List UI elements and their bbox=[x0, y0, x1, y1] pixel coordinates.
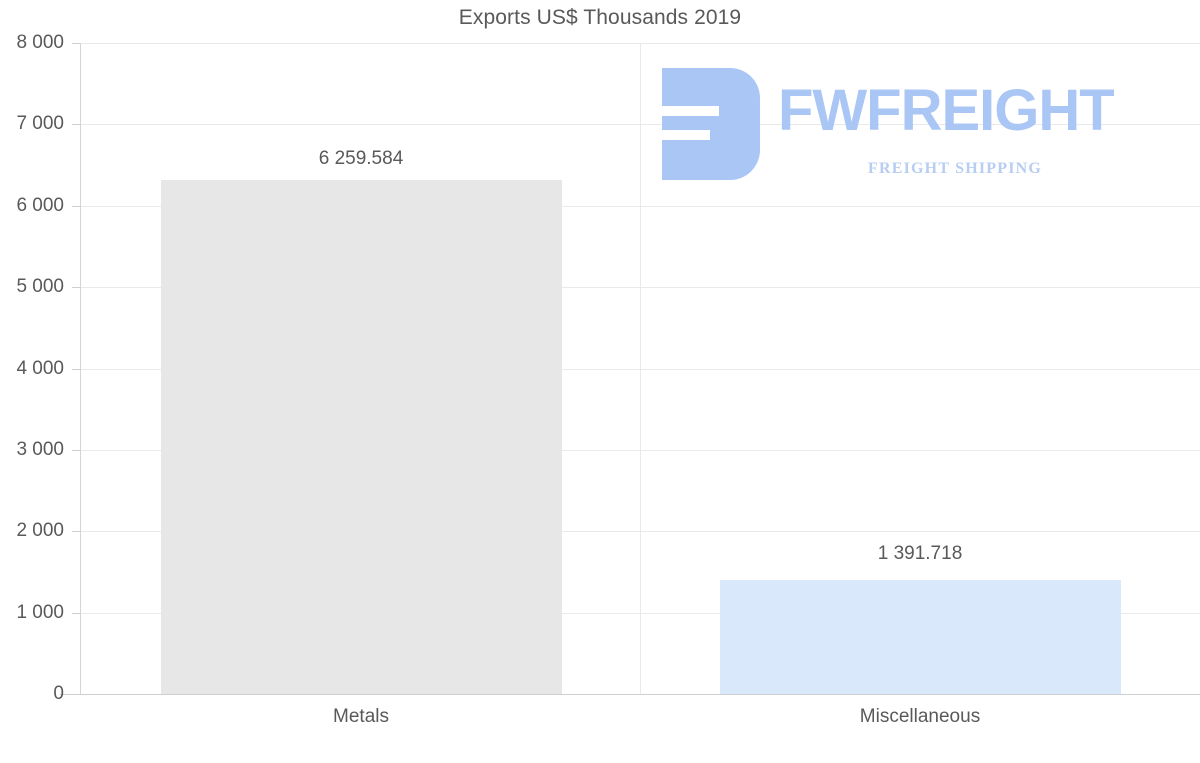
y-tick-label-5000: 5 000 bbox=[16, 276, 64, 297]
x-tick-label-metals: Metals bbox=[333, 706, 389, 727]
y-tick-mark-6000 bbox=[72, 206, 80, 207]
y-tick-label-8000: 8 000 bbox=[16, 32, 64, 53]
plot-area bbox=[80, 43, 1200, 694]
x-tick-label-miscellaneous: Miscellaneous bbox=[859, 706, 981, 727]
bar-value-label-metals: 6 259.584 bbox=[318, 148, 404, 169]
y-tick-label-1000: 1 000 bbox=[16, 602, 64, 623]
y-tick-label-6000: 6 000 bbox=[16, 195, 64, 216]
y-tick-label-2000: 2 000 bbox=[16, 520, 64, 541]
y-tick-mark-3000 bbox=[72, 450, 80, 451]
y-tick-label-3000: 3 000 bbox=[16, 439, 64, 460]
y-tick-label-0: 0 bbox=[53, 683, 64, 704]
x-axis-line bbox=[60, 694, 1200, 695]
y-tick-label-4000: 4 000 bbox=[16, 358, 64, 379]
y-tick-mark-1000 bbox=[72, 613, 80, 614]
y-tick-mark-7000 bbox=[72, 124, 80, 125]
y-tick-mark-4000 bbox=[72, 369, 80, 370]
chart-title: Exports US$ Thousands 2019 bbox=[458, 6, 742, 29]
gridline-category-divider bbox=[640, 43, 641, 694]
y-tick-mark-0 bbox=[72, 694, 80, 695]
y-tick-label-7000: 7 000 bbox=[16, 113, 64, 134]
bar-value-label-miscellaneous: 1 391.718 bbox=[877, 543, 963, 564]
bar-miscellaneous[interactable] bbox=[720, 580, 1121, 694]
y-tick-mark-5000 bbox=[72, 287, 80, 288]
y-tick-mark-8000 bbox=[72, 43, 80, 44]
y-tick-mark-2000 bbox=[72, 531, 80, 532]
y-axis-line bbox=[80, 43, 81, 694]
bar-metals[interactable] bbox=[161, 180, 562, 694]
